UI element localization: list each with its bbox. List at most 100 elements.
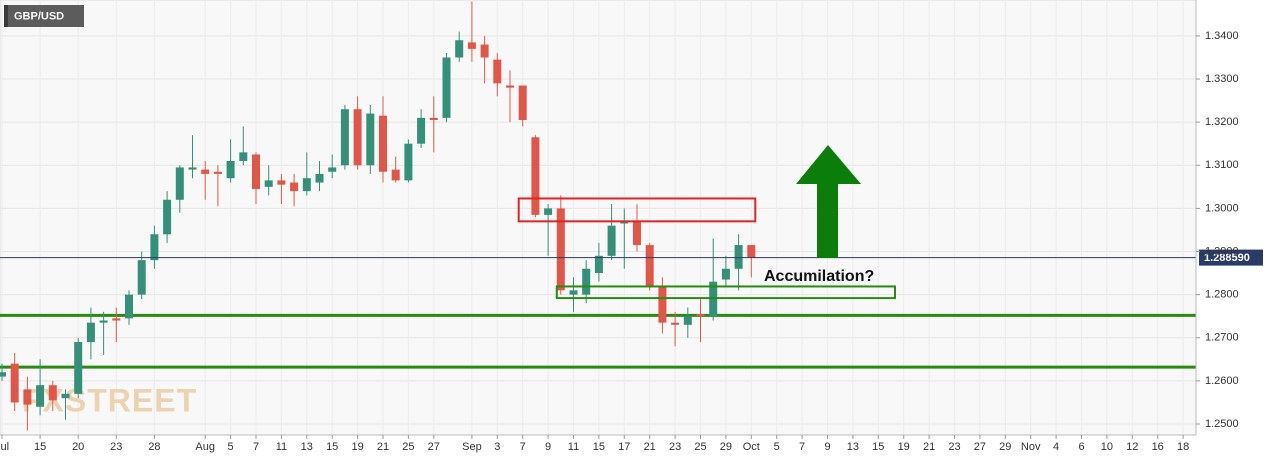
x-tick-label: 15 (593, 441, 605, 453)
x-tick-label: 4 (1053, 441, 1059, 453)
candle-body (328, 167, 337, 172)
zone-box (517, 197, 757, 223)
x-tick-label: 25 (402, 441, 414, 453)
candle-body (379, 115, 387, 172)
candle-body (391, 169, 400, 181)
candle-body (556, 208, 565, 291)
candle-body (226, 160, 235, 179)
x-tick-label: Aug (195, 441, 215, 453)
y-tick-label: 1.3300 (1205, 73, 1239, 85)
candle-body (683, 316, 692, 325)
x-tick-label: 18 (1177, 441, 1189, 453)
candle-body (23, 389, 32, 405)
candle-body (721, 268, 730, 280)
x-tick-label: 27 (428, 441, 440, 453)
candle-body (277, 180, 286, 185)
x-tick-label: 25 (694, 441, 706, 453)
x-tick-label: 7 (253, 441, 259, 453)
arrow-shape (796, 145, 861, 258)
x-tick-label: 9 (824, 441, 830, 453)
last-price-label: 1.288590 (1204, 252, 1250, 264)
y-tick-label: 1.3100 (1205, 159, 1239, 171)
candle-body (544, 208, 553, 215)
y-tick-label: 1.2900 (1205, 245, 1239, 257)
plot-area (0, 0, 1197, 436)
y-tick-label: 1.2600 (1205, 375, 1239, 387)
candle-body (518, 85, 527, 121)
candle-body (734, 245, 743, 269)
chart-title: GBP/USD (14, 10, 64, 22)
candle-body (429, 117, 438, 121)
y-tick-label: 1.3000 (1205, 202, 1239, 214)
candle-body (531, 137, 540, 215)
x-tick-label: Jul (0, 441, 9, 453)
x-tick-label: Sep (462, 441, 482, 453)
candle-body (340, 109, 349, 166)
zone-box (555, 285, 896, 300)
y-tick-label: 1.3400 (1205, 30, 1239, 42)
candle-body (264, 180, 273, 187)
x-tick-label: 23 (669, 441, 681, 453)
candle-body (366, 113, 375, 166)
candle-body (569, 290, 578, 295)
candle-body (74, 342, 83, 394)
candle-body (607, 225, 616, 256)
x-tick-label: 11 (568, 441, 579, 453)
x-tick-label: 12 (1126, 441, 1138, 453)
y-tick-label: 1.2500 (1205, 418, 1239, 430)
candle-body (480, 44, 489, 58)
x-tick-label: 11 (276, 441, 287, 453)
candle-body (302, 178, 311, 192)
watermark: FXSTREET (22, 382, 197, 418)
axes: 1.2500 1.2600 1.2700 1.2800 1.2900 1.3000 1.31… (0, 0, 1239, 453)
candle-body (213, 171, 222, 174)
candle-body (315, 173, 324, 183)
x-tick-label: 19 (898, 441, 910, 453)
candle-body (150, 234, 159, 261)
x-tick-label: 17 (618, 441, 630, 453)
candle-body (442, 57, 451, 118)
x-tick-label: 15 (872, 441, 884, 453)
x-tick-label: 19 (351, 441, 363, 453)
candle-body (747, 245, 756, 258)
candle-body (188, 167, 197, 170)
candle-body (671, 322, 680, 325)
x-tick-label: 5 (774, 441, 780, 453)
x-tick-label: 9 (545, 441, 551, 453)
annotation: Accumilation? (764, 268, 874, 285)
x-tick-label: 28 (148, 441, 160, 453)
y-tick-label: 1.2700 (1205, 332, 1239, 344)
grid (0, 0, 1196, 435)
candle-body (252, 154, 260, 189)
x-tick-label: 5 (228, 441, 234, 453)
candle-body (201, 169, 210, 174)
candle-body (594, 255, 603, 274)
x-tick-label: Oct (743, 441, 760, 453)
x-tick-label: 10 (1101, 441, 1113, 453)
candle-body (290, 182, 299, 192)
overlay: 1.288590 (0, 197, 1263, 300)
candle-body (61, 393, 70, 399)
x-tick-label: 21 (377, 441, 389, 453)
candle-body (99, 320, 108, 323)
x-tick-label: 23 (110, 441, 122, 453)
candle-body (620, 221, 629, 224)
candle-body (658, 286, 667, 323)
x-tick-label: 6 (1078, 441, 1084, 453)
x-tick-label: 15 (34, 441, 46, 453)
x-tick-label: 27 (974, 441, 986, 453)
x-tick-label: 16 (1152, 441, 1164, 453)
last-price-box (1199, 249, 1263, 266)
x-tick-label: 3 (494, 441, 500, 453)
candle-body (506, 85, 514, 88)
title-marker (4, 5, 8, 27)
candle-body (0, 372, 6, 377)
x-tick-label: 21 (923, 441, 935, 453)
x-tick-label: 7 (799, 441, 805, 453)
candle-body (48, 385, 57, 401)
x-tick-label: 13 (847, 441, 859, 453)
candle-body (125, 294, 133, 319)
candle-body (86, 322, 95, 343)
candle-body (455, 40, 464, 58)
